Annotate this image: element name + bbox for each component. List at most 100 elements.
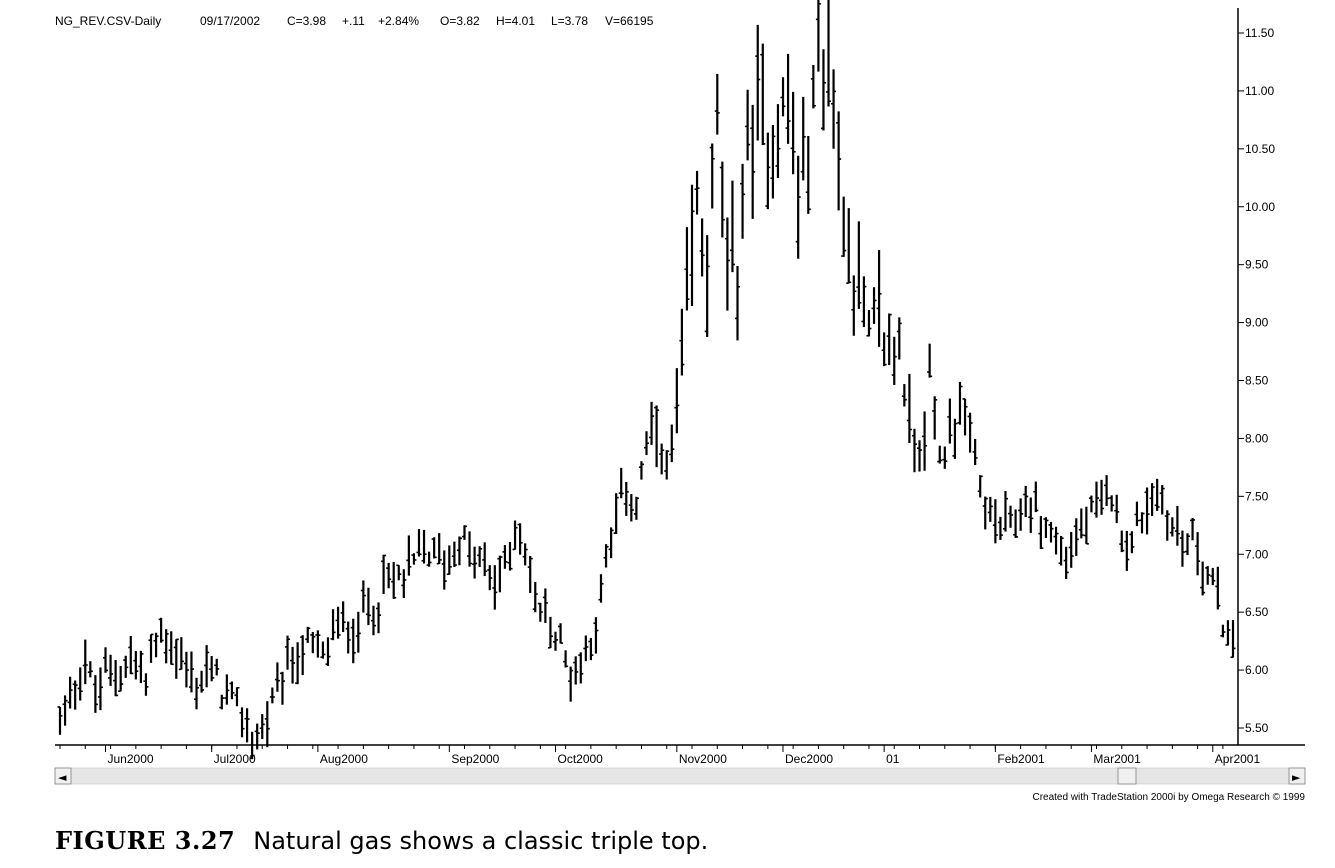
x-tick-label: Nov2000	[679, 752, 727, 766]
scroll-left-arrow-icon: ◄	[58, 771, 67, 784]
ohlc-bar	[467, 531, 473, 567]
ohlc-bar	[532, 581, 538, 613]
ohlc-bar	[1124, 530, 1130, 571]
ohlc-bar	[997, 516, 1003, 540]
ohlc-bar	[714, 73, 720, 135]
ohlc-bar	[770, 125, 776, 199]
ohlc-bar	[325, 637, 331, 666]
ohlc-bar	[1129, 531, 1135, 554]
ohlc-bar	[542, 588, 548, 623]
ohlc-bar	[1179, 530, 1185, 567]
ohlc-bar	[659, 443, 665, 475]
header-symbol: NG_REV.CSV-Daily	[55, 14, 161, 28]
ohlc-bar	[810, 64, 816, 109]
ohlc-bar	[214, 658, 220, 676]
ohlc-bar	[805, 136, 811, 214]
horizontal-scrollbar[interactable]: ◄ ►	[54, 767, 1306, 785]
ohlc-bar	[406, 535, 412, 576]
ohlc-bar	[987, 496, 993, 522]
ohlc-bar	[62, 695, 68, 726]
ohlc-bar	[1149, 483, 1155, 516]
ohlc-bar	[173, 638, 179, 679]
ohlc-bar	[1144, 487, 1150, 535]
ohlc-bar	[876, 250, 882, 347]
ohlc-bar	[219, 694, 225, 710]
ohlc-bar	[472, 546, 478, 579]
ohlc-bar	[881, 332, 887, 367]
ohlc-bar	[103, 647, 109, 673]
ohlc-bar	[654, 405, 660, 468]
x-tick-label: Sep2000	[451, 752, 499, 766]
ohlc-bar	[927, 343, 933, 378]
ohlc-bar	[901, 384, 907, 407]
ohlc-bar	[1033, 481, 1039, 513]
ohlc-bar	[446, 545, 452, 576]
x-tick-label: Apr2001	[1215, 752, 1261, 766]
y-axis-ticks: 11.50 11.00 10.50 10.00 9.50 9.00 8.50 8.00 7.50…	[1238, 26, 1275, 735]
ohlc-bar	[376, 602, 382, 634]
ohlc-bar	[396, 564, 402, 581]
y-tick-label: 8.00	[1245, 431, 1269, 445]
y-tick-label: 7.00	[1245, 547, 1269, 561]
ohlc-bar	[1068, 531, 1074, 568]
y-tick-label: 5.50	[1245, 721, 1269, 735]
ohlc-bar	[482, 542, 488, 577]
ohlc-bar	[305, 626, 311, 643]
ohlc-bar	[1053, 526, 1059, 555]
ohlc-bar	[1018, 498, 1024, 531]
ohlc-bar	[674, 368, 680, 434]
ohlc-bar	[977, 475, 983, 498]
ohlc-bar	[153, 632, 159, 658]
scroll-left-button[interactable]	[54, 767, 72, 785]
ohlc-bar	[982, 496, 988, 530]
ohlc-bar	[386, 562, 392, 589]
ohlc-bar	[790, 91, 796, 175]
ohlc-bar	[578, 652, 584, 684]
ohlc-bar	[547, 616, 553, 649]
scroll-right-button[interactable]	[1288, 767, 1306, 785]
x-tick-label: Jun2000	[108, 752, 154, 766]
credit-text: Created with TradeStation 2000i by Omega…	[1032, 792, 1305, 803]
y-tick-label: 10.50	[1245, 142, 1275, 156]
ohlc-bar	[1184, 533, 1190, 556]
ohlc-bar	[310, 631, 316, 654]
ohlc-bar	[760, 43, 766, 146]
ohlc-bar	[649, 401, 655, 445]
ohlc-bar	[209, 656, 215, 682]
ohlc-bar	[917, 440, 923, 472]
ohlc-bar	[633, 496, 639, 520]
ohlc-bar	[183, 651, 189, 688]
ohlc-bar	[719, 161, 725, 238]
ohlc-bar	[1013, 509, 1019, 538]
scroll-thumb[interactable]	[1117, 767, 1137, 785]
ohlc-bar	[552, 631, 558, 651]
ohlc-bar	[456, 536, 462, 566]
x-tick-label: Dec2000	[785, 752, 833, 766]
ohlc-bar	[922, 411, 928, 471]
y-tick-label: 11.00	[1245, 84, 1274, 98]
ohlc-bar	[942, 446, 948, 469]
scrollbar-track[interactable]	[54, 767, 1306, 785]
ohlc-bar	[118, 666, 124, 692]
ohlc-bar	[1174, 506, 1180, 546]
ohlc-bar	[188, 651, 194, 693]
ohlc-bar	[1169, 517, 1175, 537]
ohlc-bar	[1093, 481, 1099, 518]
ohlc-bar	[1114, 494, 1120, 524]
ohlc-bar	[618, 467, 624, 499]
ohlc-bar	[441, 550, 447, 590]
ohlc-bar	[411, 553, 417, 565]
ohlc-bar	[416, 529, 422, 557]
ohlc-bar	[729, 180, 735, 273]
ohlc-bar	[573, 656, 579, 685]
ohlc-bar	[1195, 532, 1201, 576]
ohlc-bar	[178, 637, 184, 671]
ohlc-bar	[143, 673, 149, 696]
ohlc-bar	[537, 602, 543, 622]
ohlc-bar	[360, 580, 366, 613]
price-bars	[57, 0, 1236, 760]
ohlc-bar	[911, 428, 917, 473]
ohlc-bar	[891, 336, 897, 385]
x-tick-label: Mar2001	[1093, 752, 1141, 766]
ohlc-bar	[800, 96, 806, 181]
